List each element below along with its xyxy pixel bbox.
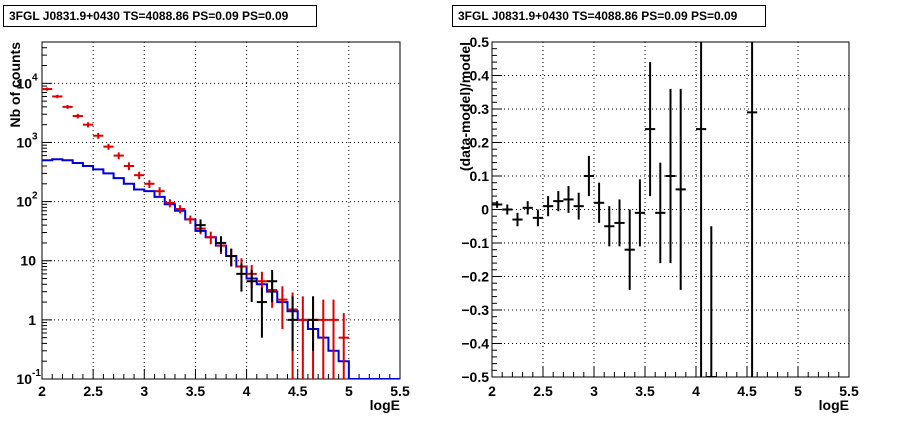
y-tick-label: 0 [481, 202, 489, 218]
y-tick-label: −0.2 [461, 269, 489, 285]
x-tick-label: 4.5 [288, 383, 308, 399]
x-tick-label: 3 [590, 383, 598, 399]
x-tick-label: 4 [243, 383, 251, 399]
x-tick-label: 3.5 [186, 383, 206, 399]
residuals-chart: 2 2.5 3 3.5 4 4.5 5 5.5 −0.5 −0.4 −0.3 −0.2 −0.1 0 0.1… [457, 34, 859, 413]
plot-frame [41, 41, 401, 380]
model-histogram-line [42, 158, 400, 379]
y-tick-label: 10 [16, 371, 32, 387]
y-axis-label: Nb of counts [7, 42, 23, 128]
y-tick-label: 0.3 [470, 101, 490, 117]
x-tick-label: 3.5 [635, 383, 655, 399]
y-tick-label: −0.1 [461, 235, 489, 251]
x-tick-label: 2.5 [533, 383, 553, 399]
y-tick-label: 10 [16, 194, 32, 210]
x-tick-label: 3 [140, 383, 148, 399]
y-tick-label: −0.3 [461, 302, 489, 318]
plot-area [42, 87, 400, 379]
x-tick-label: 2 [38, 383, 46, 399]
y-tick-label: 0.2 [470, 135, 490, 151]
y-tick-label: 10 [20, 253, 36, 269]
y-tick-label: 0.1 [470, 168, 490, 184]
x-axis-label: logE [819, 397, 849, 413]
y-axis-label: (data-model)/model [457, 42, 473, 171]
y-tick-label: 10 [16, 134, 32, 150]
x-tick-label: 5 [345, 383, 353, 399]
x-tick-label: 5.5 [390, 383, 410, 399]
x-tick-label: 5 [794, 383, 802, 399]
plot-area [492, 42, 758, 377]
x-tick-label: 4.5 [737, 383, 757, 399]
y-tick-exponent: -1 [32, 368, 41, 379]
x-tick-label: 5.5 [839, 383, 859, 399]
y-tick-label: 1 [28, 312, 36, 328]
y-tick-exponent: 4 [32, 72, 38, 83]
y-tick-label: 10 [16, 75, 32, 91]
x-tick-label: 4 [692, 383, 700, 399]
y-tick-exponent: 2 [32, 191, 38, 202]
y-tick-exponent: 3 [32, 131, 38, 142]
y-tick-label: −0.5 [461, 369, 489, 385]
y-tick-label: 0.4 [470, 68, 490, 84]
right-chart-panel: 3FGL J0831.9+0430 TS=4088.86 PS=0.09 PS=… [449, 0, 898, 421]
chart-title: 3FGL J0831.9+0430 TS=4088.86 PS=0.09 PS=… [452, 5, 766, 27]
y-tick-label: −0.4 [461, 336, 489, 352]
x-tick-label: 2.5 [83, 383, 103, 399]
x-tick-label: 2 [488, 383, 496, 399]
chart-title: 3FGL J0831.9+0430 TS=4088.86 PS=0.09 PS=… [3, 5, 317, 27]
y-tick-label: 0.5 [470, 34, 490, 50]
x-axis-label: logE [370, 397, 400, 413]
left-chart-panel: 3FGL J0831.9+0430 TS=4088.86 PS=0.09 PS=… [3, 5, 410, 413]
